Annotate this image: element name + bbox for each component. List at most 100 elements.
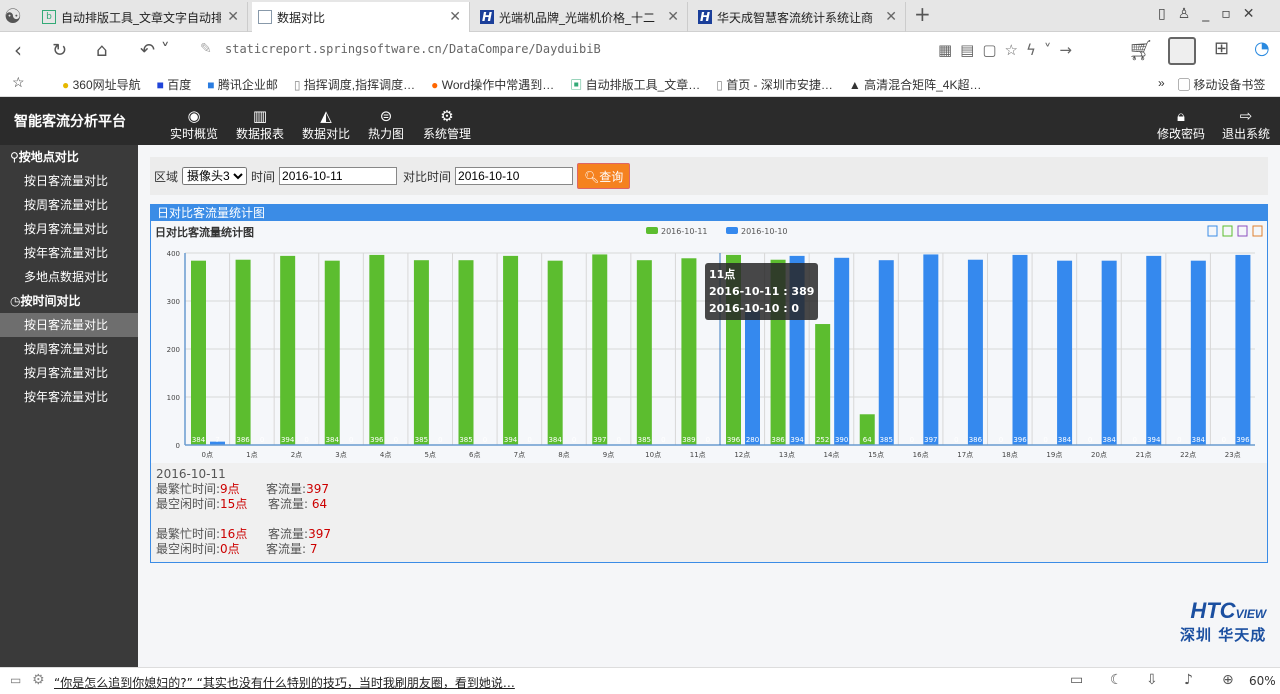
reload-icon[interactable]: ↻	[52, 40, 68, 61]
sound-icon[interactable]: ♪	[1184, 672, 1193, 688]
bar-value-label: 394	[1147, 436, 1161, 444]
bookmark-item[interactable]: ▯ 首页 - 深圳市安捷…	[716, 76, 833, 93]
close-icon[interactable]: ✕	[667, 9, 679, 25]
tooltip-line: 2016-10-10 : 0	[709, 302, 800, 315]
bar-value-label: 0	[483, 436, 487, 444]
close-icon[interactable]: ✕	[885, 9, 897, 25]
sidebar-item[interactable]: 多地点数据对比	[24, 270, 109, 284]
x-tick-label: 16点	[913, 451, 929, 459]
url-input[interactable]: staticreport.springsoftware.cn/DataCompa…	[225, 42, 601, 56]
night-mode-icon[interactable]: ☾	[1110, 672, 1123, 688]
bar-value-label: 0	[910, 436, 914, 444]
zoom-level[interactable]: 60%	[1249, 674, 1276, 688]
tab-2[interactable]: H 光端机品牌_光端机价格_十二 ✕	[474, 2, 688, 32]
close-icon[interactable]: ✕	[227, 9, 239, 25]
busy-label: 最繁忙时间:	[156, 527, 221, 541]
bar-2016-10-11	[324, 260, 340, 445]
sidebar-item[interactable]: 按日客流量对比	[24, 174, 109, 188]
bookmark-label: 首页 - 深圳市安捷…	[726, 78, 833, 92]
query-button[interactable]: 🔍︎查询	[577, 163, 631, 189]
back-icon[interactable]: ‹	[14, 38, 22, 62]
tab-3[interactable]: H 华天成智慧客流统计系统让商 ✕	[692, 2, 906, 32]
idle-flow: 7	[309, 542, 318, 556]
cart-icon[interactable]: 🛒︎	[1128, 38, 1154, 62]
time-input[interactable]	[279, 167, 398, 185]
bar-chart: 日对比客流量统计图 2016-10-11 2016-10-10 0 100 200 300 4…	[155, 225, 1263, 459]
pin-icon: ⚲	[10, 150, 19, 164]
video-icon[interactable]: ▭	[10, 673, 22, 687]
x-tick-label: 7点	[514, 451, 525, 459]
area-select[interactable]: 摄像头3	[182, 167, 248, 185]
bar-2016-10-10	[745, 310, 760, 445]
tab-1[interactable]: 数据对比 ✕	[252, 2, 470, 32]
sidebar-item[interactable]: 按日客流量对比	[0, 313, 138, 337]
busy-flow: 397	[308, 527, 331, 541]
new-tab-button[interactable]: +	[914, 2, 931, 26]
bookmark-item[interactable]: ▲ 高清混合矩阵_4K超…	[849, 76, 982, 93]
bookmark-item[interactable]: ■ 腾讯企业邮	[207, 76, 278, 93]
sidebar-item[interactable]: 按周客流量对比	[24, 198, 109, 212]
search-icon: 🔍︎	[584, 169, 600, 184]
browser-tab-bar: ☯ b 自动排版工具_文章文字自动排 ✕ 数据对比 ✕ H 光端机品牌_光端机价格_十二…	[0, 0, 1280, 32]
close-icon[interactable]: ✕	[449, 9, 461, 25]
bar-2016-10-11	[547, 260, 563, 445]
apps-icon[interactable]: ⊞	[1214, 38, 1230, 59]
tooltip-title: 11点	[709, 268, 736, 281]
bookmark-item[interactable]: ● Word操作中常遇到…	[431, 76, 554, 93]
sidebar-item[interactable]: 按月客流量对比	[24, 366, 109, 380]
nav-system[interactable]: ⚙ 系统管理	[423, 107, 471, 142]
window-controls[interactable]: ▯♙_▫✕	[1158, 6, 1267, 22]
bar-value-label: 384	[1102, 436, 1116, 444]
sidebar-item[interactable]: 按年客流量对比	[24, 390, 109, 404]
sidebar-group-time[interactable]: ◷按时间对比	[0, 289, 138, 313]
news-link[interactable]: “你是怎么追到你媳妇的?” “其实也没有什么特别的技巧，当时我刷朋友圈，看到她说…	[54, 676, 515, 690]
nav-reports[interactable]: ▥ 数据报表	[236, 107, 284, 142]
sidebar-group-location[interactable]: ⚲按地点对比	[0, 145, 138, 169]
compare-time-input[interactable]	[455, 167, 574, 185]
nav-compare[interactable]: ◭ 数据对比	[302, 107, 350, 142]
x-tick-label: 22点	[1180, 451, 1196, 459]
sidebar-item[interactable]: 按周客流量对比	[24, 342, 109, 356]
change-password-button[interactable]: 🔒︎ 修改密码	[1157, 107, 1205, 142]
star-icon[interactable]: ☆	[12, 74, 25, 90]
sidebar-item[interactable]: 按年客流量对比	[24, 246, 109, 260]
nav-realtime[interactable]: ◉ 实时概览	[170, 107, 218, 142]
sidebar-item[interactable]: 按月客流量对比	[24, 222, 109, 236]
tab-0[interactable]: b 自动排版工具_文章文字自动排 ✕	[36, 2, 248, 32]
bar-2016-10-10	[1101, 260, 1117, 445]
app-title: 智能客流分析平台	[14, 114, 126, 130]
page-icon	[258, 10, 272, 24]
bar-value-label: 384	[326, 436, 340, 444]
screenshot-icon[interactable]	[1168, 37, 1196, 65]
gear-icon[interactable]: ⚙	[32, 672, 45, 688]
address-tools-icons[interactable]: ▦▤▢☆ϟ˅→	[938, 41, 1080, 59]
bar-value-label: 396	[1236, 436, 1250, 444]
bar-value-label: 252	[816, 436, 829, 444]
bookmark-item[interactable]: ▣ 自动排版工具_文章…	[570, 76, 700, 93]
download-icon[interactable]: ⇩	[1146, 672, 1158, 688]
mobile-bookmarks[interactable]: ▢ 移动设备书签	[1178, 78, 1266, 92]
undo-icon[interactable]: ↶ ˅	[140, 40, 170, 61]
page-icon: H	[698, 10, 712, 24]
bar-value-label: 396	[727, 436, 741, 444]
y-tick-label: 300	[167, 298, 180, 306]
home-icon[interactable]: ⌂	[96, 40, 108, 61]
bookmark-item[interactable]: ■ 百度	[157, 76, 192, 93]
bar-value-label: 394	[790, 436, 804, 444]
logout-button[interactable]: ⇨ 退出系统	[1222, 107, 1270, 142]
busy-label: 最繁忙时间:	[156, 482, 221, 496]
bookmark-item[interactable]: ● 360网址导航	[62, 76, 141, 93]
x-tick-label: 8点	[558, 451, 569, 459]
account-icon[interactable]: ◔	[1254, 38, 1270, 59]
more-bookmarks-icon[interactable]: »	[1158, 76, 1165, 90]
bookmark-item[interactable]: ▯ 指挥调度,指挥调度…	[294, 76, 415, 93]
nav-heatmap[interactable]: ⊜ 热力图	[368, 107, 404, 142]
tab-label: 自动排版工具_文章文字自动排	[61, 10, 221, 25]
bar-2016-10-11	[503, 255, 519, 445]
y-tick-label: 100	[167, 394, 180, 402]
chat-icon[interactable]: ▭	[1070, 672, 1084, 688]
nav-label: 实时概览	[170, 127, 219, 141]
x-tick-label: 9点	[603, 451, 614, 459]
query-label: 查询	[599, 169, 624, 184]
zoom-icon[interactable]: ⊕	[1222, 672, 1234, 688]
